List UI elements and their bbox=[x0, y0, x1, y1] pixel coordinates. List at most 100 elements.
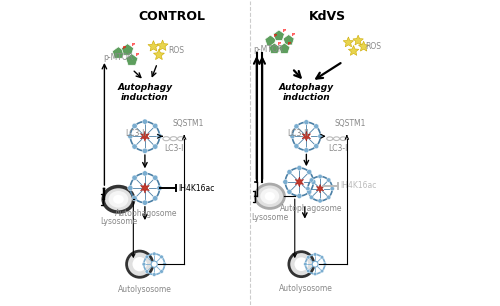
Circle shape bbox=[294, 257, 308, 271]
Text: p-MTOR: p-MTOR bbox=[254, 45, 284, 54]
Circle shape bbox=[297, 166, 302, 170]
Circle shape bbox=[142, 148, 148, 154]
Text: LC3-I: LC3-I bbox=[164, 144, 184, 154]
Text: Autolysosome: Autolysosome bbox=[280, 284, 334, 293]
Text: P: P bbox=[122, 46, 126, 50]
Polygon shape bbox=[343, 37, 353, 47]
Circle shape bbox=[151, 261, 158, 267]
Circle shape bbox=[142, 171, 148, 176]
Text: SQSTM1: SQSTM1 bbox=[172, 119, 204, 128]
Text: P: P bbox=[288, 42, 291, 46]
Text: SQSTM1: SQSTM1 bbox=[334, 119, 366, 128]
Circle shape bbox=[132, 196, 137, 201]
Circle shape bbox=[318, 199, 322, 203]
Circle shape bbox=[318, 174, 322, 179]
Text: IH4K16ac: IH4K16ac bbox=[340, 181, 376, 190]
Text: P: P bbox=[274, 34, 277, 38]
Circle shape bbox=[314, 144, 319, 149]
Circle shape bbox=[330, 186, 334, 191]
Circle shape bbox=[152, 196, 158, 201]
Text: KdVS: KdVS bbox=[309, 10, 346, 23]
Text: IH4K16ac: IH4K16ac bbox=[178, 184, 214, 192]
Circle shape bbox=[128, 185, 133, 191]
Polygon shape bbox=[122, 44, 134, 55]
Text: Autophagy
induction: Autophagy induction bbox=[118, 83, 172, 102]
Text: Autophagy
induction: Autophagy induction bbox=[279, 83, 334, 102]
Ellipse shape bbox=[108, 191, 128, 207]
Circle shape bbox=[304, 148, 309, 153]
Polygon shape bbox=[112, 47, 124, 58]
Circle shape bbox=[294, 124, 299, 129]
Text: P: P bbox=[132, 43, 134, 47]
Circle shape bbox=[160, 255, 164, 259]
Text: ROS: ROS bbox=[168, 46, 184, 54]
Circle shape bbox=[145, 270, 149, 273]
Circle shape bbox=[310, 195, 314, 200]
Text: Lysosome: Lysosome bbox=[251, 213, 288, 222]
Circle shape bbox=[152, 252, 156, 256]
Circle shape bbox=[283, 179, 288, 185]
Polygon shape bbox=[126, 54, 138, 65]
Circle shape bbox=[306, 269, 310, 273]
Circle shape bbox=[320, 269, 324, 273]
Polygon shape bbox=[140, 131, 149, 141]
Circle shape bbox=[306, 256, 310, 259]
Circle shape bbox=[142, 119, 148, 124]
Circle shape bbox=[304, 120, 309, 125]
Circle shape bbox=[306, 186, 310, 191]
Polygon shape bbox=[316, 185, 324, 193]
Ellipse shape bbox=[255, 184, 284, 208]
Circle shape bbox=[294, 144, 299, 149]
Ellipse shape bbox=[113, 195, 124, 204]
Circle shape bbox=[310, 178, 314, 182]
Polygon shape bbox=[348, 46, 359, 55]
Circle shape bbox=[132, 257, 147, 271]
Text: P: P bbox=[282, 29, 286, 33]
Text: Autophagosome: Autophagosome bbox=[280, 204, 342, 213]
Circle shape bbox=[297, 193, 302, 199]
Circle shape bbox=[326, 178, 331, 182]
Polygon shape bbox=[302, 131, 310, 141]
Polygon shape bbox=[157, 40, 168, 50]
Circle shape bbox=[287, 170, 292, 174]
Circle shape bbox=[160, 270, 164, 273]
Circle shape bbox=[311, 179, 316, 185]
Circle shape bbox=[304, 263, 307, 266]
Circle shape bbox=[157, 185, 162, 191]
Circle shape bbox=[152, 273, 156, 276]
Polygon shape bbox=[140, 183, 149, 193]
Polygon shape bbox=[148, 41, 159, 51]
Text: CONTROL: CONTROL bbox=[139, 10, 206, 23]
Circle shape bbox=[289, 252, 314, 277]
Polygon shape bbox=[274, 30, 284, 40]
Circle shape bbox=[162, 262, 166, 266]
Circle shape bbox=[306, 189, 312, 194]
Circle shape bbox=[306, 170, 312, 174]
Text: Lysosome: Lysosome bbox=[100, 217, 137, 226]
Circle shape bbox=[318, 134, 323, 139]
Polygon shape bbox=[279, 43, 290, 54]
Polygon shape bbox=[295, 177, 304, 187]
Circle shape bbox=[314, 124, 319, 129]
Ellipse shape bbox=[260, 188, 280, 204]
Circle shape bbox=[312, 261, 318, 267]
Circle shape bbox=[314, 253, 317, 256]
Circle shape bbox=[132, 175, 137, 180]
Circle shape bbox=[290, 134, 295, 139]
Circle shape bbox=[323, 263, 326, 266]
Circle shape bbox=[326, 195, 331, 200]
Text: LC3-II: LC3-II bbox=[288, 129, 309, 138]
Text: LC3-II: LC3-II bbox=[126, 129, 148, 138]
Text: p-MTOR: p-MTOR bbox=[103, 53, 134, 62]
Polygon shape bbox=[154, 49, 164, 60]
Circle shape bbox=[142, 262, 146, 266]
Circle shape bbox=[152, 175, 158, 180]
Polygon shape bbox=[353, 35, 364, 45]
Text: Autophagosome: Autophagosome bbox=[115, 209, 178, 218]
Circle shape bbox=[132, 144, 137, 149]
Circle shape bbox=[287, 189, 292, 194]
Circle shape bbox=[145, 255, 149, 259]
Polygon shape bbox=[269, 43, 280, 54]
Ellipse shape bbox=[103, 187, 134, 212]
Polygon shape bbox=[265, 35, 276, 46]
